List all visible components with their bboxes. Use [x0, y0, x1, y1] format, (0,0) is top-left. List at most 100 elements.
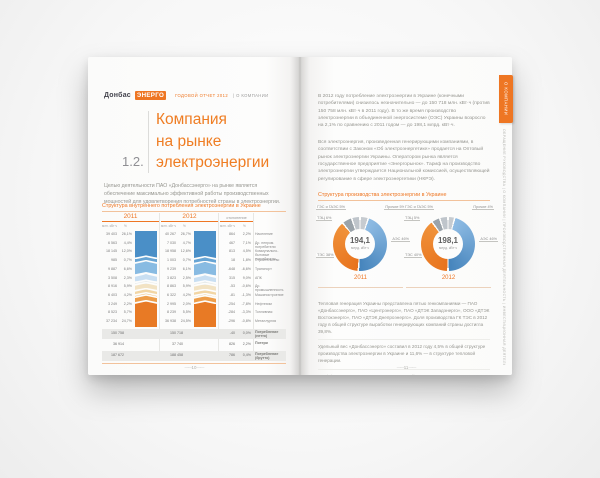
- stacked-bar-2011: [135, 231, 157, 327]
- value-2012: 6 322: [167, 293, 176, 298]
- percent-2011: 12,0%: [121, 249, 132, 254]
- value-2011: 18 145: [106, 249, 117, 254]
- total-2011: 150 758: [111, 331, 124, 335]
- footnote-2: Удельный вес «Донбассэнерго» составил в …: [318, 339, 490, 369]
- production-chart-title: Структура производства электроэнергии в …: [318, 192, 490, 201]
- donut-slice-label: ТЭЦ 6%: [316, 215, 333, 222]
- donut-slice-label: ГЭС и ГАЭС 5%: [404, 204, 435, 211]
- column-header-deviation: отклонение: [220, 216, 253, 222]
- donut-slice-label: ТЭС 40%: [404, 252, 423, 259]
- report-section: | о компании: [233, 93, 269, 98]
- consumption-row: 985 0,7% 1 003 0,7% 18 1,8% Строительство: [102, 257, 286, 266]
- deviation-value: -284: [227, 310, 235, 315]
- consumption-row: 6 563 4,4% 7 030 4,7% 467 7,1% Др. непром. пот…: [102, 240, 286, 249]
- donut-year-rule: [318, 286, 403, 288]
- value-2012: 36 938: [165, 319, 176, 324]
- donut-total-unit: млрд. кВт·ч: [350, 246, 370, 251]
- value-2011: 6 403: [108, 293, 117, 298]
- page-number-right: 11: [300, 365, 512, 370]
- category-label: Др. непром. потребители: [255, 240, 276, 249]
- bar-segment: [135, 261, 157, 277]
- percent-2011: 2,3%: [123, 275, 132, 280]
- value-2011: 3 249: [108, 301, 117, 306]
- stacked-bar-2012: [194, 231, 216, 327]
- percent-2012: 4,2%: [182, 293, 191, 298]
- consumption-rows: 39 403 26,1% 40 267 26,7% 864 2,2% Население 6 …: [102, 231, 286, 327]
- category-label: Коммунально-бытовые потребители: [255, 249, 279, 262]
- percent-2011: 2,2%: [123, 301, 132, 306]
- column-separator: [159, 213, 160, 360]
- deviation-value: 315: [229, 275, 235, 280]
- total-2012: 37 740: [172, 342, 183, 346]
- consumption-totals: 150 758 150 718 -40 0,0% Потребление (нетто)…: [102, 329, 286, 362]
- totals-row: 36 914 37 740 826 2,2% Потери: [102, 340, 286, 350]
- deviation-value: -53: [229, 284, 235, 289]
- logo-badge: энерго: [134, 91, 167, 100]
- percent-2012: 12,6%: [180, 249, 191, 254]
- chapter-tab-label: О компании: [503, 82, 509, 116]
- total-label: Потребление (нетто): [255, 330, 279, 338]
- totals-row: 150 758 150 718 -40 0,0% Потребление (нетто): [102, 329, 286, 339]
- open-brochure: Донбас энерго Годовой отчет 2012 | о комп…: [88, 57, 513, 375]
- percent-header: %: [124, 224, 127, 228]
- consumption-chart-title: Структура внутреннего потребления электр…: [102, 203, 286, 212]
- page-number-left: 10: [88, 365, 300, 370]
- category-label: Топливная: [255, 310, 273, 315]
- deviation-value: -254: [227, 301, 235, 306]
- donut-year-label: 2012: [441, 274, 456, 281]
- percent-2012: 2,0%: [182, 301, 191, 306]
- percent-2011: 4,4%: [123, 240, 132, 245]
- percent-2012: 2,5%: [182, 275, 191, 280]
- percent-header: %: [243, 224, 246, 228]
- donut-slice-label: АЭС 46%: [479, 236, 498, 243]
- value-2012: 40 267: [165, 232, 176, 236]
- deviation-percent: -7,8%: [241, 301, 251, 306]
- column-separator: [253, 213, 254, 360]
- deviation-value: 18: [231, 258, 235, 263]
- page-title-line: электроэнергии: [156, 154, 270, 172]
- value-2012: 1 003: [167, 258, 176, 263]
- percent-2011: 5,7%: [123, 310, 132, 315]
- percent-2012: 5,5%: [182, 310, 191, 315]
- category-label: Население: [255, 232, 273, 236]
- donut-slice-label: ТЭЦ 5%: [404, 215, 421, 222]
- category-label: Др. промышленность: [255, 284, 284, 293]
- value-2011: 37 234: [106, 319, 117, 324]
- consumption-row: 3 508 2,3% 3 823 2,5% 315 9,0% АПК: [102, 275, 286, 284]
- bar-segment: [135, 231, 157, 260]
- value-2012: 8 239: [167, 310, 176, 315]
- consumption-row: 8 523 5,7% 8 239 5,5% -284 -3,3% Топливная: [102, 309, 286, 318]
- total-deviation: -40: [229, 331, 235, 335]
- percent-2012: 6,1%: [182, 266, 191, 271]
- consumption-row: 37 234 24,7% 36 938 24,5% -296 -0,8% Металлург…: [102, 318, 286, 327]
- category-label: Транспорт: [255, 266, 272, 271]
- total-2011: 36 914: [113, 342, 124, 346]
- category-label: Строительство: [255, 258, 280, 263]
- consumption-row: 9 887 6,6% 9 239 6,1% -648 -6,6% Транспорт: [102, 266, 286, 275]
- value-2011: 8 523: [108, 310, 117, 315]
- column-separator: [218, 213, 219, 360]
- percent-2011: 4,2%: [123, 293, 132, 298]
- percent-header: %: [183, 224, 186, 228]
- page-title-line: Компания: [156, 111, 227, 128]
- chapter-index-strip: Обращение руководства | О компании | Про…: [502, 129, 511, 365]
- percent-2011: 6,6%: [123, 266, 132, 271]
- donut-center-2011: 194,1 млрд. кВт·ч: [345, 228, 375, 259]
- deviation-percent: -0,6%: [241, 284, 251, 289]
- deviation-value: 813: [229, 249, 235, 254]
- deviation-percent: 2,2%: [242, 232, 251, 236]
- donut-2011: 194,1 млрд. кВт·ч 2011 Прочие 5% АЭС 46% Т…: [316, 204, 410, 297]
- deviation-value: -296: [227, 319, 235, 324]
- report-title: Годовой отчет 2012: [175, 93, 229, 98]
- intro-paragraph: Целью деятельности ПАО «Донбассэнерго» н…: [104, 183, 281, 205]
- subheaders: млн. кВт·ч % млн. кВт·ч % млн. кВт·ч %: [102, 224, 286, 230]
- page-title-line: на рынке: [156, 132, 222, 150]
- production-donuts: 194,1 млрд. кВт·ч 2011 Прочие 5% АЭС 46% Т…: [316, 204, 498, 297]
- deviation-percent: 1,8%: [242, 258, 251, 263]
- total-label: Потребление (брутто): [255, 352, 279, 360]
- unit-header: млн. кВт·ч: [102, 224, 118, 228]
- body-paragraph-2: Вся электроэнергия, произведенная генери…: [318, 139, 490, 182]
- value-2011: 39 403: [106, 232, 117, 236]
- value-2012: 9 239: [167, 266, 176, 271]
